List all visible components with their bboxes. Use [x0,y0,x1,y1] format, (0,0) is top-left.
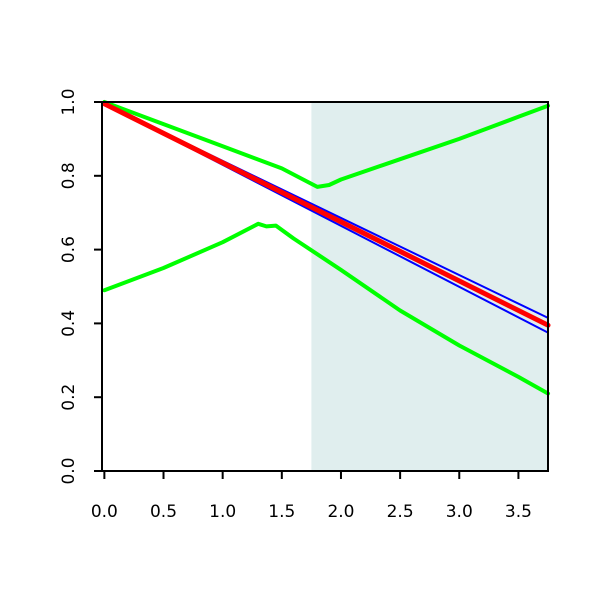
x-tick-label: 2.0 [327,502,354,522]
plot-frame [101,101,549,472]
x-tick-label: 1.0 [209,502,236,522]
y-axis: 0.0 0.2 0.4 0.6 0.8 1.0 [59,88,102,485]
x-tick-label: 0.0 [91,502,118,522]
y-tick-label: 0.2 [59,384,79,411]
y-tick-label: 0.6 [59,236,79,263]
series-line-2 [102,221,550,396]
x-tick-label: 0.5 [150,502,177,522]
x-tick-label: 3.0 [446,502,473,522]
x-tick-label: 3.5 [505,502,532,522]
y-tick-label: 0.4 [59,310,79,337]
x-tick-label: 2.5 [387,502,414,522]
series-line-5 [101,101,551,328]
y-tick-label: 1.0 [59,88,79,115]
y-tick-label: 0.8 [59,162,79,189]
series-layer [101,100,551,396]
shaded-region [311,102,548,471]
x-axis: 0.0 0.5 1.0 1.5 2.0 2.5 3.0 3.5 [91,471,532,522]
y-tick-label: 0.0 [59,457,79,484]
series-line-1 [102,100,550,189]
x-tick-label: 1.5 [268,502,295,522]
